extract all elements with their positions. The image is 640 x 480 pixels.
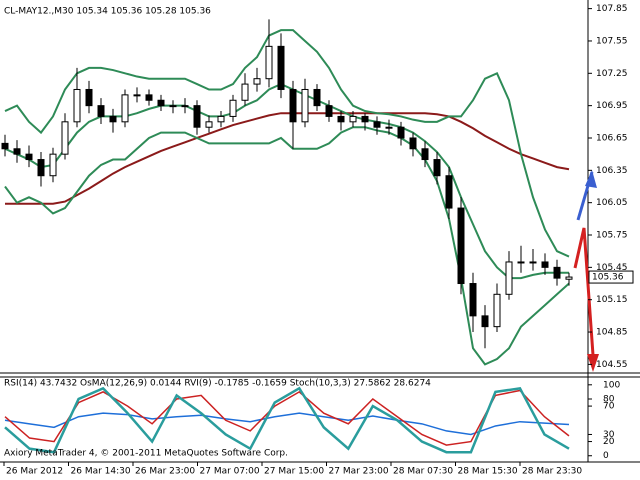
chart-title: CL-MAY12.,M30 105.34 105.36 105.28 105.3… xyxy=(4,7,211,17)
forecast-arrow-down xyxy=(573,227,595,356)
candle-body xyxy=(133,94,141,97)
candle-body xyxy=(157,99,165,107)
candle-body xyxy=(421,148,429,161)
candle-body xyxy=(1,142,9,150)
candle-body xyxy=(193,105,201,128)
candle-body xyxy=(145,94,153,101)
candle-body xyxy=(25,153,33,161)
y-tick-label: 106.65 xyxy=(596,133,628,143)
indicator-line xyxy=(4,386,570,454)
y-tick-label: 70 xyxy=(603,402,615,412)
y-tick-label: 106.95 xyxy=(596,101,628,111)
candle-body xyxy=(265,45,273,80)
x-tick-label: 26 Mar 23:00 xyxy=(135,467,195,477)
candle-body xyxy=(313,88,321,107)
x-tick-label: 27 Mar 15:00 xyxy=(264,467,324,477)
candle-body xyxy=(361,115,369,123)
candle-body xyxy=(565,276,573,280)
candle-body xyxy=(397,126,405,139)
last-price: 105.36 xyxy=(592,273,624,283)
candle-body xyxy=(517,261,525,264)
indicator-line xyxy=(5,112,570,205)
candle-body xyxy=(181,105,189,108)
candle-body xyxy=(457,207,465,285)
candle-body xyxy=(385,126,393,129)
indicator-line xyxy=(4,82,569,280)
candle-body xyxy=(541,261,549,268)
x-tick-label: 28 Mar 15:30 xyxy=(458,467,518,477)
candle-body xyxy=(433,159,441,177)
candle-body xyxy=(85,88,93,107)
candle-body xyxy=(109,115,117,123)
candle-body xyxy=(349,115,357,123)
candle-body xyxy=(469,283,477,317)
candle-body xyxy=(481,315,489,328)
candle-body xyxy=(529,261,537,264)
indicator-line xyxy=(4,389,570,446)
candle-body xyxy=(49,153,57,177)
candle-body xyxy=(13,148,21,155)
footer: Axiory MetaTrader 4, © 2001-2011 MetaQuo… xyxy=(4,449,288,459)
y-tick-label: 0 xyxy=(603,451,609,461)
x-tick-label: 27 Mar 07:00 xyxy=(200,467,260,477)
indicator-title: RSI(14) 43.7432 OsMA(12,26,9) 0.0144 RVI… xyxy=(4,379,431,389)
y-tick-label: 107.55 xyxy=(596,36,628,46)
y-tick-label: 107.85 xyxy=(596,4,628,14)
indicator-line xyxy=(4,126,570,366)
candle-body xyxy=(73,88,81,123)
x-tick-label: 26 Mar 14:30 xyxy=(71,467,131,477)
y-tick-label: 104.55 xyxy=(596,360,628,370)
candle-body xyxy=(205,121,213,128)
candle-body xyxy=(505,261,513,295)
arrowhead xyxy=(587,354,599,372)
y-tick-label: 100 xyxy=(603,380,620,390)
x-tick-label: 26 Mar 2012 xyxy=(6,467,63,477)
candle-body xyxy=(97,105,105,117)
candle-body xyxy=(301,88,309,123)
candle-body xyxy=(241,83,249,101)
candle-body xyxy=(37,159,45,177)
arrowhead xyxy=(585,170,597,188)
y-tick-label: 80 xyxy=(603,394,615,404)
candle-body xyxy=(325,105,333,117)
y-tick-label: 107.25 xyxy=(596,69,628,79)
y-tick-label: 20 xyxy=(603,437,615,447)
candle-body xyxy=(217,115,225,123)
y-tick-label: 105.45 xyxy=(596,263,628,273)
y-tick-label: 30 xyxy=(603,430,615,440)
candle-body xyxy=(409,137,417,150)
candle-body xyxy=(289,88,297,123)
x-tick-label: 27 Mar 23:00 xyxy=(329,467,389,477)
candle-body xyxy=(373,121,381,128)
indicator-line xyxy=(4,29,570,258)
candle-body xyxy=(61,121,69,155)
x-tick-label: 28 Mar 23:30 xyxy=(522,467,582,477)
candle-body xyxy=(169,105,177,108)
candle-body xyxy=(337,115,345,123)
y-tick-label: 105.75 xyxy=(596,231,628,241)
candle-body xyxy=(277,45,285,90)
candle-body xyxy=(553,266,561,279)
y-tick-label: 106.35 xyxy=(596,166,628,176)
y-tick-label: 105.15 xyxy=(596,295,628,305)
candle-body xyxy=(229,99,237,117)
candle-body xyxy=(445,175,453,209)
y-tick-label: 104.85 xyxy=(596,328,628,338)
last-price-box xyxy=(588,270,634,284)
candle-body xyxy=(253,78,261,85)
y-tick-label: 106.05 xyxy=(596,198,628,208)
candle-body xyxy=(493,293,501,328)
candle-body xyxy=(121,94,129,123)
x-tick-label: 28 Mar 07:30 xyxy=(393,467,453,477)
